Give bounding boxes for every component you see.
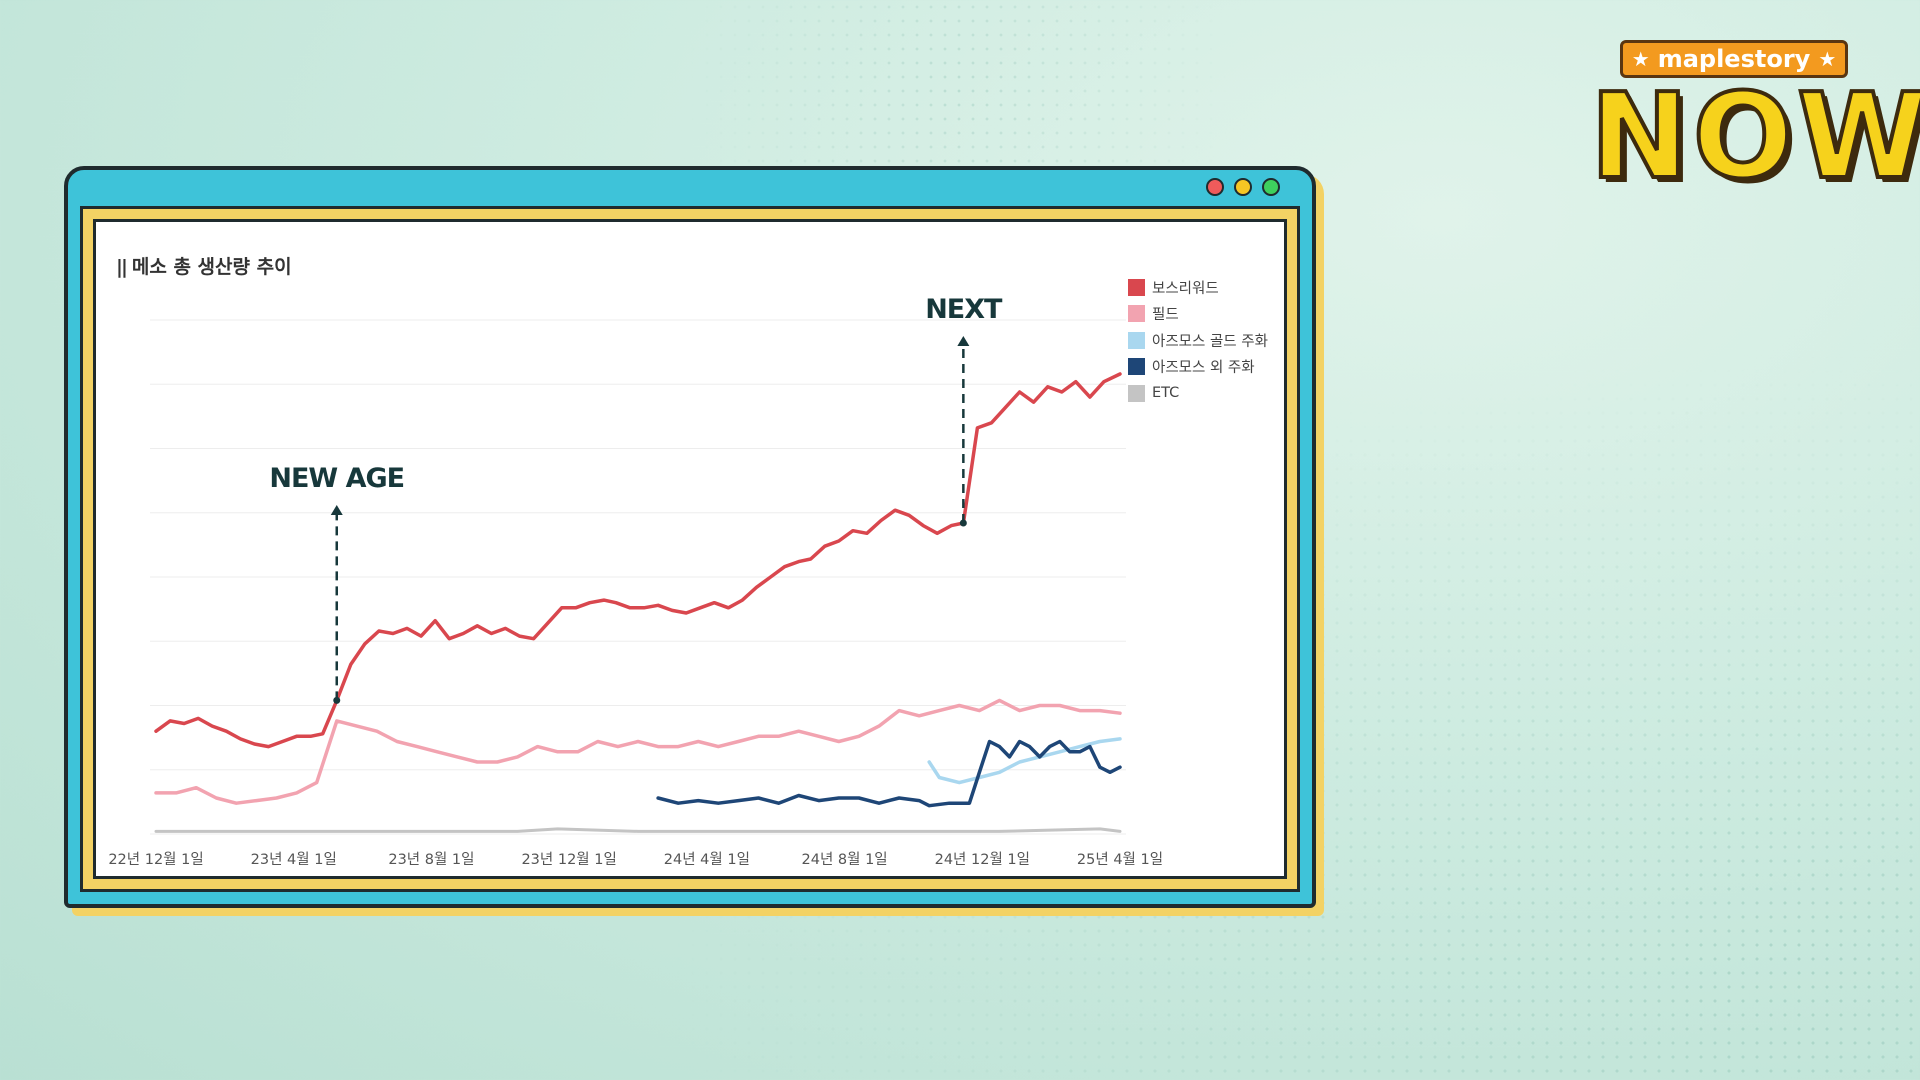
logo-badge-text: maplestory: [1657, 45, 1811, 73]
annotation-point: [333, 696, 341, 704]
legend-item: 보스리워드: [1128, 274, 1268, 301]
x-tick-label: 23년 12월 1일: [521, 851, 616, 868]
x-tick-label: 24년 12월 1일: [935, 851, 1030, 868]
legend-item: 필드: [1128, 301, 1268, 328]
x-tick-label: 22년 12월 1일: [108, 851, 203, 868]
chart-title-text: 메소 총 생산량 추이: [131, 256, 292, 278]
window-frame: || 메소 총 생산량 추이 22년 12월 1일 23년 4월 1일 23년 8월 …: [80, 206, 1300, 892]
legend-item: 아즈모스 외 주화: [1128, 354, 1268, 381]
series-line-other: [656, 739, 1122, 808]
legend-swatch: [1128, 305, 1145, 323]
series-line-gold: [927, 737, 1122, 785]
x-tick-label: 23년 8월 1일: [388, 851, 474, 868]
annotation-point: [959, 519, 967, 527]
legend-label: 아즈모스 골드 주화: [1152, 333, 1268, 350]
window-maximize-dot: [1262, 178, 1280, 196]
x-tick-label: 24년 8월 1일: [802, 851, 888, 868]
legend-label: 보스리워드: [1152, 280, 1219, 297]
legend-label: 필드: [1152, 307, 1179, 324]
title-bar-icon: ||: [116, 256, 128, 278]
series-line-boss: [154, 372, 1122, 749]
legend-swatch: [1128, 331, 1145, 349]
legend-swatch: [1128, 384, 1145, 402]
window-minimize-dot: [1234, 178, 1252, 196]
annotation-label: NEXT: [925, 294, 1003, 325]
chart-title: || 메소 총 생산량 추이: [116, 252, 292, 279]
legend-swatch: [1128, 278, 1145, 296]
series-line-etc: [154, 827, 1122, 833]
x-tick-label: 25년 4월 1일: [1077, 851, 1163, 868]
chart-window: || 메소 총 생산량 추이 22년 12월 1일 23년 4월 1일 23년 8월 …: [64, 166, 1316, 908]
legend-swatch: [1128, 358, 1145, 376]
x-tick-label: 24년 4월 1일: [664, 851, 750, 868]
annotation-arrow-head: [957, 336, 970, 346]
annotation-label: NEW AGE: [269, 463, 404, 494]
legend-item: 아즈모스 골드 주화: [1128, 327, 1268, 354]
star-icon: ★: [1818, 47, 1837, 71]
window-close-dot: [1206, 178, 1224, 196]
line-chart: 22년 12월 1일 23년 4월 1일 23년 8월 1일 23년 12월 1일 24…: [108, 294, 1163, 868]
series-line-field: [154, 698, 1122, 805]
maplestory-now-logo: ★ maplestory ★ NOW: [1588, 40, 1920, 205]
logo-badge: ★ maplestory ★: [1620, 40, 1848, 78]
star-icon: ★: [1631, 47, 1650, 71]
chart-panel: || 메소 총 생산량 추이 22년 12월 1일 23년 4월 1일 23년 8월 …: [93, 219, 1287, 879]
legend-label: 아즈모스 외 주화: [1152, 360, 1255, 377]
legend-label: ETC: [1152, 385, 1180, 402]
x-tick-label: 23년 4월 1일: [251, 851, 337, 868]
annotation-arrow-head: [330, 505, 343, 515]
logo-now-text: NOW: [1588, 67, 1920, 205]
legend-item: ETC: [1128, 380, 1268, 407]
